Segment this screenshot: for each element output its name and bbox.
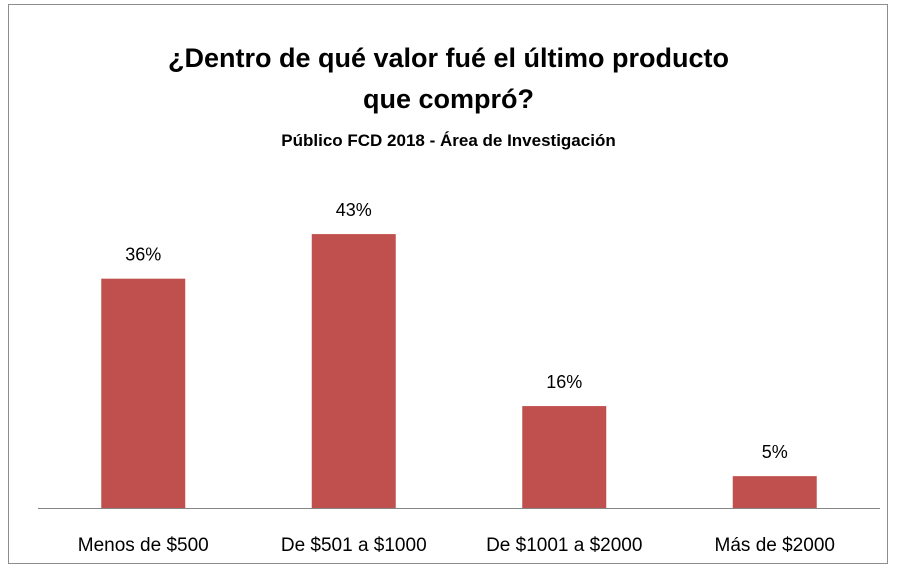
data-label: 43% <box>336 200 372 220</box>
data-label: 16% <box>546 372 582 392</box>
bar <box>311 234 396 508</box>
bar <box>101 278 186 508</box>
chart-title: ¿Dentro de qué valor fué el último produ… <box>167 43 730 114</box>
chart-frame <box>8 4 888 564</box>
x-tick-label: De $501 a $1000 <box>281 535 427 556</box>
x-tick-label: Menos de $500 <box>78 535 209 556</box>
bar <box>522 406 607 508</box>
bar <box>732 476 817 508</box>
data-label: 36% <box>125 244 161 264</box>
x-tick-label: De $1001 a $2000 <box>486 535 642 556</box>
data-label: 5% <box>762 442 788 462</box>
x-tick-label: Más de $2000 <box>715 535 835 556</box>
chart-subtitle: Público FCD 2018 - Área de Investigación <box>281 131 616 150</box>
